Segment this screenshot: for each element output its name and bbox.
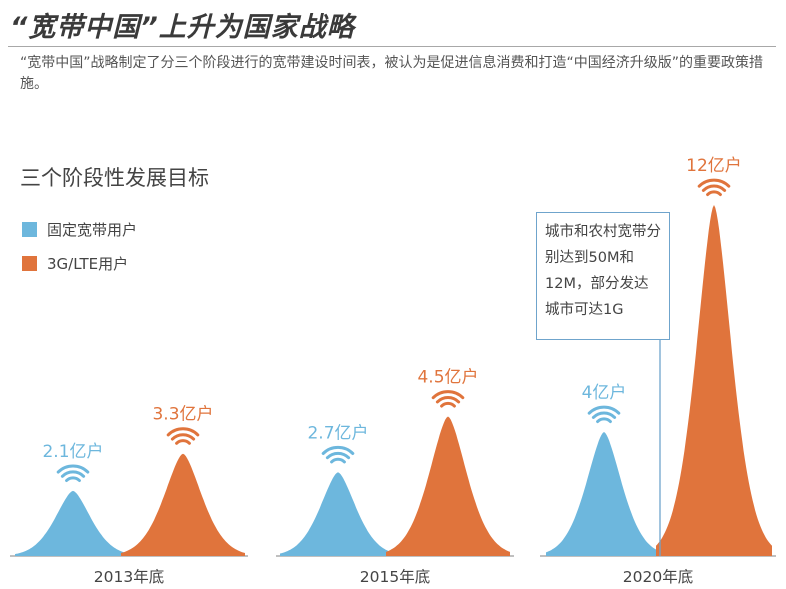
legend-label-fixed-broadband: 固定宽带用户: [47, 221, 138, 239]
signal-arc: [435, 396, 461, 404]
category-label: 2020年底: [623, 568, 693, 586]
signal-arc: [60, 470, 86, 478]
signal-arc: [175, 439, 191, 445]
peak-fixed-broadband: [15, 490, 131, 556]
signal-arc: [56, 464, 90, 474]
legend-item-fixed-broadband: 固定宽带用户: [22, 219, 137, 240]
signal-arc: [431, 390, 465, 400]
legend-label-mobile: 3G/LTE用户: [47, 255, 129, 273]
signal-arc: [587, 405, 621, 415]
data-label: 4亿户: [582, 383, 627, 403]
legend-swatch-fixed-broadband: [22, 222, 37, 237]
page-title: “宽带中国”上升为国家战略: [10, 12, 355, 43]
title-divider: [8, 46, 776, 47]
subtitle: “宽带中国”战略制定了分三个阶段进行的宽带建设时间表，被认为是促进信息消费和打造…: [20, 55, 764, 92]
callout-box: 城市和农村宽带分别达到50M和12M，部分发达城市可达1G: [536, 212, 670, 340]
data-label: 12亿户: [686, 156, 742, 176]
peak-fixed-broadband: [546, 432, 662, 556]
signal-arc: [330, 457, 346, 464]
signal-arc: [591, 411, 617, 419]
wifi-signal-icon: [166, 427, 200, 445]
signal-arc: [325, 451, 351, 460]
signal-arc: [706, 190, 722, 197]
data-label: 4.5亿户: [417, 368, 478, 388]
wifi-signal-icon: [697, 178, 731, 197]
legend-item-mobile: 3G/LTE用户: [22, 253, 128, 274]
signal-arc: [65, 476, 81, 482]
data-label: 2.7亿户: [307, 423, 368, 443]
peak-mobile: [121, 453, 245, 556]
category-label: 2013年底: [94, 568, 164, 586]
signal-arc: [170, 433, 196, 441]
chart-title: 三个阶段性发展目标: [20, 166, 209, 190]
data-label: 2.1亿户: [42, 442, 103, 462]
legend-swatch-mobile: [22, 256, 37, 271]
signal-arc: [701, 184, 727, 192]
signal-arc: [596, 417, 612, 424]
peak-mobile: [656, 205, 772, 556]
signal-arc: [166, 427, 200, 437]
wifi-signal-icon: [587, 405, 621, 424]
wifi-signal-icon: [56, 464, 90, 482]
signal-arc: [321, 445, 355, 455]
signal-arc: [440, 401, 456, 408]
peak-fixed-broadband: [280, 472, 396, 556]
peak-mobile: [386, 416, 510, 556]
wifi-signal-icon: [321, 445, 355, 464]
wifi-signal-icon: [431, 390, 465, 408]
data-label: 3.3亿户: [152, 405, 213, 425]
signal-arc: [697, 178, 731, 188]
category-label: 2015年底: [360, 568, 430, 586]
